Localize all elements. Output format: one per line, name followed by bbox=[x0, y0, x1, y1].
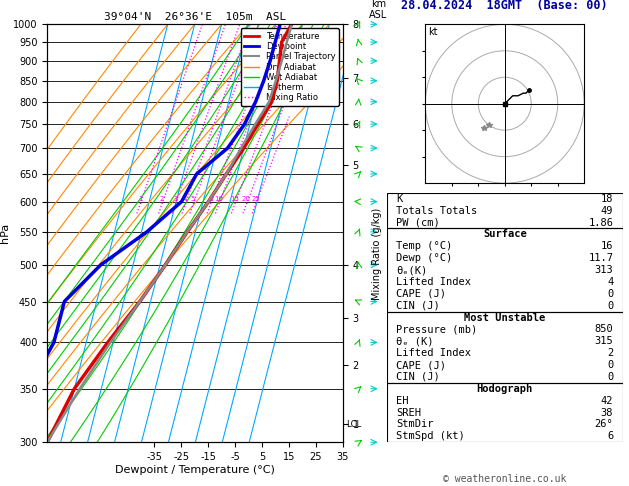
Text: EH: EH bbox=[396, 396, 409, 406]
Text: Lifted Index: Lifted Index bbox=[396, 277, 471, 287]
Text: LCL: LCL bbox=[346, 420, 361, 429]
Text: 4: 4 bbox=[607, 277, 613, 287]
Text: PW (cm): PW (cm) bbox=[396, 218, 440, 227]
Text: K: K bbox=[396, 194, 403, 204]
Text: 0: 0 bbox=[607, 301, 613, 311]
Text: θₑ(K): θₑ(K) bbox=[396, 265, 428, 275]
Text: CAPE (J): CAPE (J) bbox=[396, 360, 446, 370]
Text: SREH: SREH bbox=[396, 408, 421, 417]
Legend: Temperature, Dewpoint, Parcel Trajectory, Dry Adiabat, Wet Adiabat, Isotherm, Mi: Temperature, Dewpoint, Parcel Trajectory… bbox=[241, 29, 338, 105]
Text: CAPE (J): CAPE (J) bbox=[396, 289, 446, 299]
Y-axis label: hPa: hPa bbox=[0, 223, 10, 243]
Text: 1: 1 bbox=[138, 196, 142, 203]
X-axis label: Dewpoint / Temperature (°C): Dewpoint / Temperature (°C) bbox=[115, 465, 275, 475]
Text: 38: 38 bbox=[601, 408, 613, 417]
Bar bbox=[387, 312, 623, 383]
Text: Hodograph: Hodograph bbox=[477, 384, 533, 394]
Text: 20: 20 bbox=[242, 196, 251, 203]
Text: 18: 18 bbox=[601, 194, 613, 204]
Text: 10: 10 bbox=[214, 196, 223, 203]
Bar bbox=[387, 228, 623, 312]
Text: StmSpd (kt): StmSpd (kt) bbox=[396, 431, 465, 441]
Text: 2: 2 bbox=[607, 348, 613, 358]
Text: CIN (J): CIN (J) bbox=[396, 301, 440, 311]
Text: CIN (J): CIN (J) bbox=[396, 372, 440, 382]
Text: 16: 16 bbox=[601, 241, 613, 251]
Text: 26°: 26° bbox=[594, 419, 613, 430]
Text: © weatheronline.co.uk: © weatheronline.co.uk bbox=[443, 473, 567, 484]
Text: 8: 8 bbox=[208, 196, 213, 203]
Text: Temp (°C): Temp (°C) bbox=[396, 241, 452, 251]
Text: 1.86: 1.86 bbox=[588, 218, 613, 227]
Text: 4: 4 bbox=[183, 196, 187, 203]
Text: Lifted Index: Lifted Index bbox=[396, 348, 471, 358]
Text: Mixing Ratio (g/kg): Mixing Ratio (g/kg) bbox=[372, 208, 382, 300]
Text: 315: 315 bbox=[594, 336, 613, 347]
Text: 850: 850 bbox=[594, 325, 613, 334]
Text: 313: 313 bbox=[594, 265, 613, 275]
Text: 0: 0 bbox=[607, 360, 613, 370]
Text: Dewp (°C): Dewp (°C) bbox=[396, 253, 452, 263]
Text: 15: 15 bbox=[230, 196, 239, 203]
Bar bbox=[387, 383, 623, 442]
Text: 0: 0 bbox=[607, 372, 613, 382]
Text: 25: 25 bbox=[251, 196, 260, 203]
Text: 5: 5 bbox=[191, 196, 195, 203]
Text: 6: 6 bbox=[607, 431, 613, 441]
Text: 11.7: 11.7 bbox=[588, 253, 613, 263]
Title: 39°04'N  26°36'E  105m  ASL: 39°04'N 26°36'E 105m ASL bbox=[104, 12, 286, 22]
Y-axis label: km
ASL: km ASL bbox=[369, 0, 387, 20]
Text: kt: kt bbox=[428, 28, 438, 37]
Bar bbox=[387, 193, 623, 228]
Text: 49: 49 bbox=[601, 206, 613, 216]
Text: StmDir: StmDir bbox=[396, 419, 434, 430]
Text: θₑ (K): θₑ (K) bbox=[396, 336, 434, 347]
Text: Surface: Surface bbox=[483, 229, 526, 240]
Text: Most Unstable: Most Unstable bbox=[464, 312, 545, 323]
Text: 3: 3 bbox=[173, 196, 177, 203]
Text: 42: 42 bbox=[601, 396, 613, 406]
Text: 2: 2 bbox=[160, 196, 164, 203]
Text: 0: 0 bbox=[607, 289, 613, 299]
Text: Totals Totals: Totals Totals bbox=[396, 206, 477, 216]
Text: 28.04.2024  18GMT  (Base: 00): 28.04.2024 18GMT (Base: 00) bbox=[401, 0, 608, 12]
Text: Pressure (mb): Pressure (mb) bbox=[396, 325, 477, 334]
